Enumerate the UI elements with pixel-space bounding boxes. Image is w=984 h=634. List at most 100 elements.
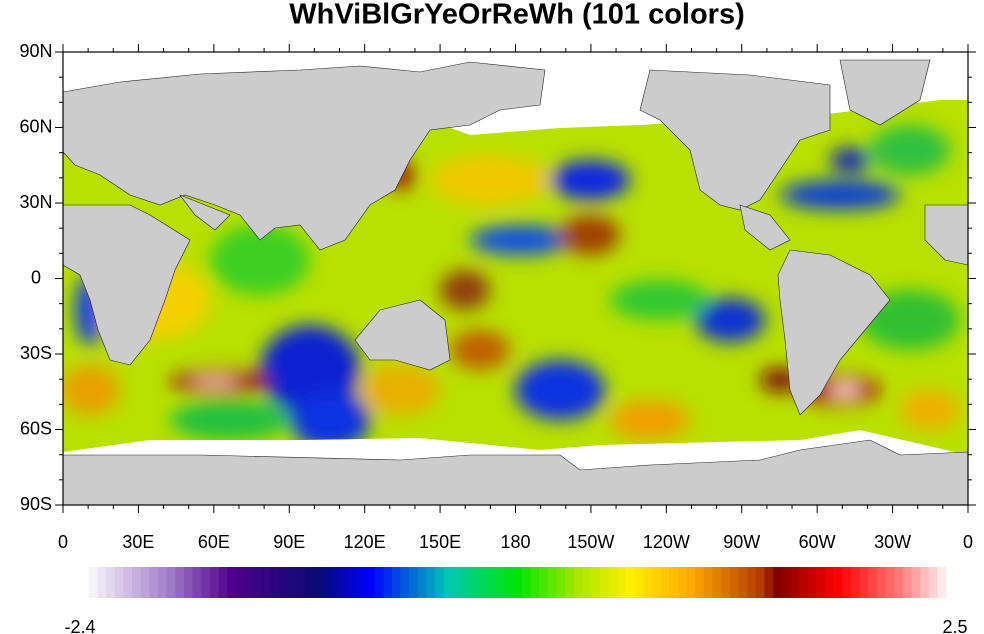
colorbar-swatch <box>175 567 185 598</box>
colorbar-swatch <box>547 567 558 598</box>
colorbar-swatch <box>183 567 194 598</box>
colorbar-swatch <box>599 567 610 598</box>
colorbar-swatch <box>781 567 791 598</box>
colorbar-swatch <box>686 567 696 598</box>
colorbar-swatch <box>426 567 436 598</box>
colorbar-swatch <box>868 567 878 598</box>
colorbar-swatch <box>755 567 766 598</box>
x-tick-label: 90E <box>273 532 305 552</box>
colorbar-swatch <box>140 567 150 598</box>
colorbar-swatch <box>443 567 454 598</box>
colorbar-swatch <box>608 567 618 598</box>
y-tick-label: 30N <box>19 192 52 212</box>
x-tick-label: 150W <box>567 532 614 552</box>
colorbar-swatch <box>703 567 714 598</box>
colorbar-swatch <box>313 567 324 598</box>
colorbar-swatch <box>287 567 298 598</box>
colorbar-swatch <box>521 567 532 598</box>
colorbar-swatch <box>435 567 445 598</box>
colorbar-swatch <box>539 567 549 598</box>
colorbar-swatch <box>417 567 428 598</box>
colorbar-swatch <box>296 567 306 598</box>
colorbar-swatch <box>452 567 462 598</box>
x-tick-label: 150E <box>419 532 461 552</box>
x-tick-label: 0 <box>963 532 973 552</box>
colorbar-max-label: 2.5 <box>942 617 967 634</box>
x-tick-label: 120E <box>344 532 386 552</box>
colorbar-swatch <box>816 567 826 598</box>
colorbar-swatch <box>149 567 159 598</box>
colorbar-swatch <box>261 567 272 598</box>
colorbar-swatch <box>877 567 887 598</box>
colorbar-swatch <box>478 567 488 598</box>
x-tick-label: 30E <box>122 532 154 552</box>
colorbar-swatch <box>634 567 644 598</box>
colorbar-swatch <box>114 567 124 598</box>
colorbar-swatch <box>582 567 592 598</box>
colorbar-swatch <box>504 567 514 598</box>
x-tick-label: 30W <box>874 532 911 552</box>
colorbar-swatch <box>903 567 913 598</box>
colorbar-swatch <box>738 567 748 598</box>
colorbar-swatch <box>279 567 289 598</box>
colorbar-swatch <box>166 567 176 598</box>
colorbar-swatch <box>833 567 843 598</box>
colorbar-swatch <box>946 567 956 598</box>
colorbar-swatch <box>625 567 636 598</box>
colorbar-swatch <box>88 567 98 598</box>
y-tick-label: 60S <box>20 418 52 438</box>
colorbar-swatch <box>842 567 852 598</box>
colorbar-swatch <box>97 567 107 598</box>
colorbar-swatch <box>799 567 809 598</box>
colorbar-swatch <box>157 567 168 598</box>
colorbar-swatch <box>209 567 220 598</box>
colorbar-swatch <box>192 567 202 598</box>
colorbar-swatch <box>920 567 930 598</box>
colorbar-swatch <box>400 567 410 598</box>
map <box>63 59 968 505</box>
colorbar-swatch <box>409 567 419 598</box>
colorbar <box>80 567 956 598</box>
colorbar-swatch <box>773 567 783 598</box>
colorbar-swatch <box>764 567 774 598</box>
colorbar-swatch <box>859 567 869 598</box>
colorbar-swatch <box>123 567 133 598</box>
colorbar-swatch <box>227 567 237 598</box>
colorbar-swatch <box>105 567 116 598</box>
colorbar-swatch <box>253 567 263 598</box>
colorbar-swatch <box>747 567 757 598</box>
colorbar-swatch <box>556 567 566 598</box>
colorbar-swatch <box>929 567 939 598</box>
colorbar-swatch <box>825 567 835 598</box>
colorbar-swatch <box>807 567 817 598</box>
colorbar-swatch <box>885 567 895 598</box>
y-tick-label: 30S <box>20 343 52 363</box>
colorbar-swatch <box>305 567 315 598</box>
colorbar-swatch <box>322 567 332 598</box>
colorbar-swatch <box>218 567 228 598</box>
colorbar-swatch <box>669 567 679 598</box>
colorbar-swatch <box>894 567 904 598</box>
chart-title: WhViBlGrYeOrReWh (101 colors) <box>289 0 745 31</box>
colorbar-swatch <box>651 567 662 598</box>
colorbar-swatch <box>937 567 947 598</box>
colorbar-swatch <box>851 567 861 598</box>
y-tick-label: 90N <box>19 41 52 61</box>
colorbar-swatch <box>383 567 393 598</box>
colorbar-swatch <box>80 567 90 598</box>
colorbar-swatch <box>677 567 688 598</box>
colorbar-swatch <box>695 567 705 598</box>
colorbar-swatch <box>660 567 670 598</box>
colorbar-swatch <box>365 567 376 598</box>
colorbar-swatch <box>469 567 480 598</box>
colorbar-swatch <box>348 567 358 598</box>
colorbar-swatch <box>391 567 402 598</box>
colorbar-swatch <box>374 567 384 598</box>
colorbar-swatch <box>573 567 584 598</box>
colorbar-swatch <box>712 567 722 598</box>
colorbar-swatch <box>270 567 280 598</box>
x-tick-label: 120W <box>643 532 690 552</box>
colorbar-swatch <box>617 567 627 598</box>
colorbar-swatch <box>131 567 142 598</box>
